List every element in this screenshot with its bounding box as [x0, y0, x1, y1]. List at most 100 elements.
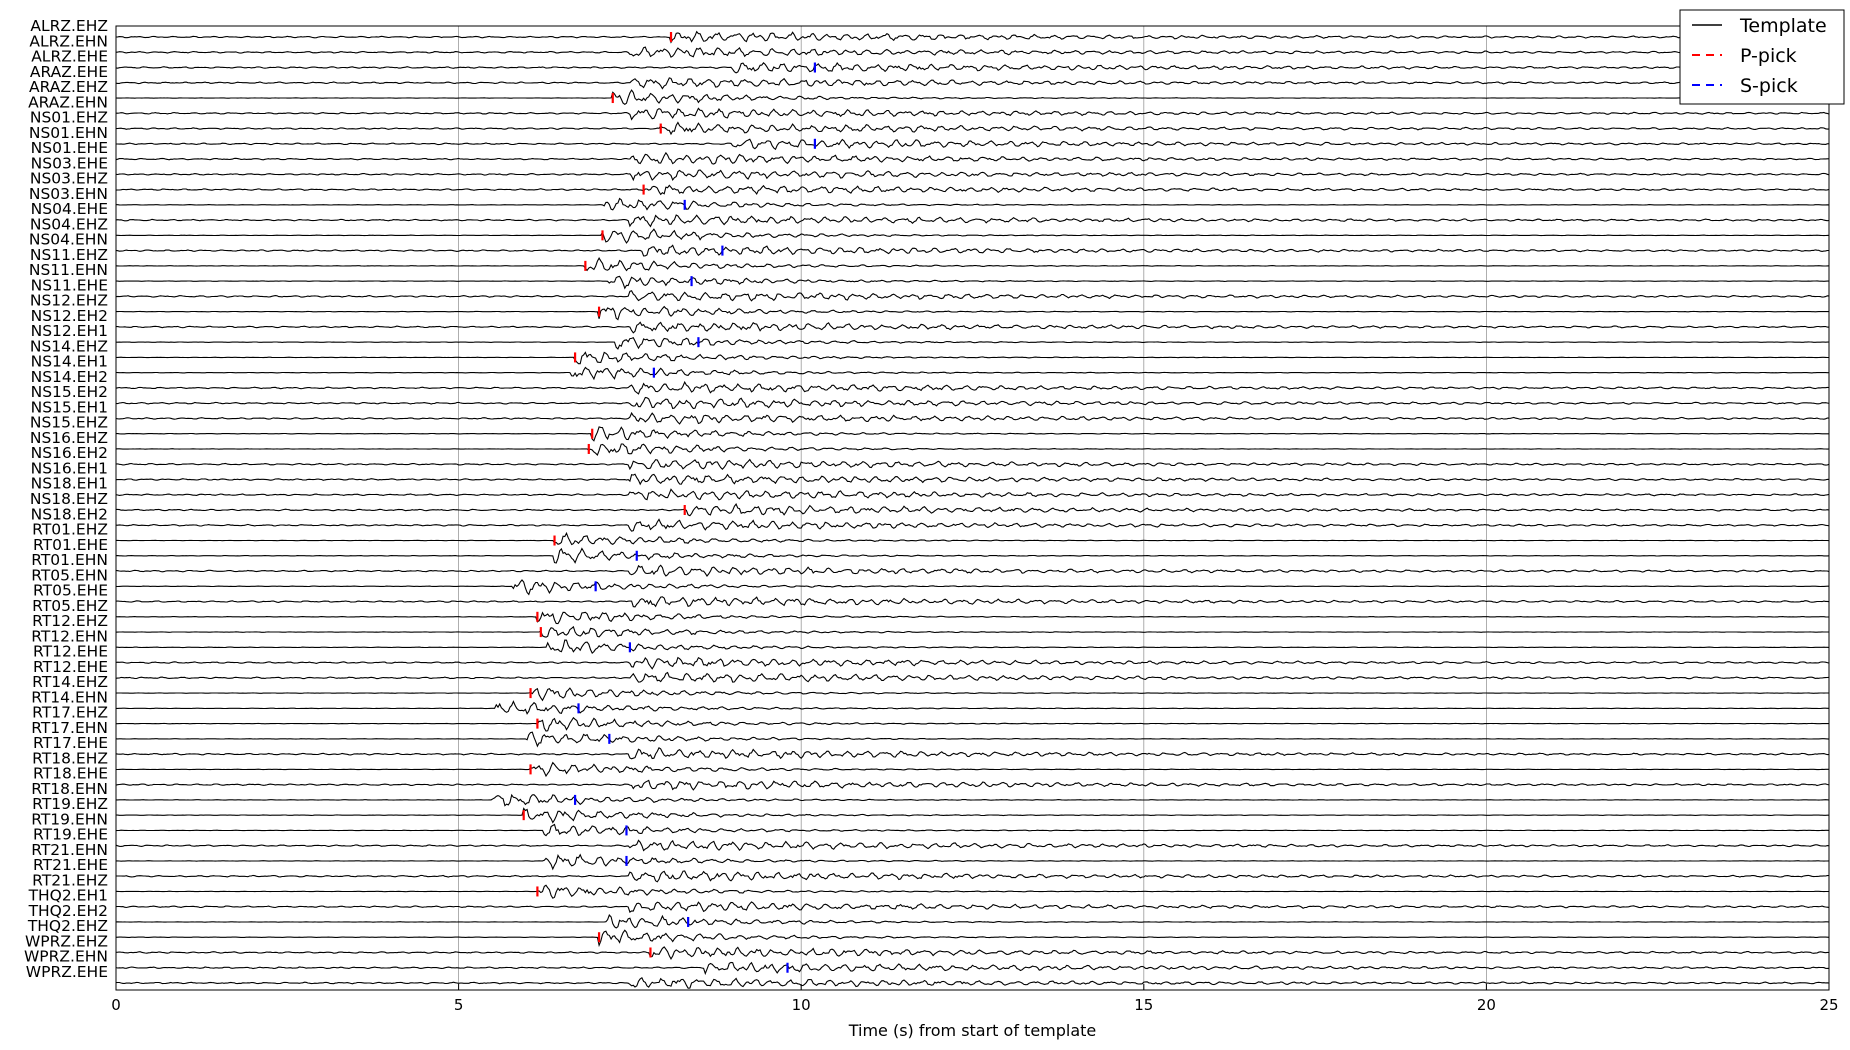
trace: [116, 700, 1829, 715]
channel-label: NS14.EHZ: [30, 337, 108, 355]
channel-label: NS04.EHE: [31, 200, 108, 218]
trace: [115, 46, 1830, 58]
channel-label: RT21.EHN: [31, 841, 108, 859]
channel-label: NS03.EHE: [31, 154, 108, 172]
trace: [116, 197, 1830, 211]
channel-label: NS11.EHN: [29, 261, 108, 279]
channel-label: RT14.EHZ: [32, 673, 108, 691]
channel-label: RT12.EHZ: [32, 612, 108, 630]
channel-label: NS12.EH2: [31, 307, 108, 325]
trace: [116, 426, 1829, 442]
trace: [116, 853, 1830, 871]
trace: [115, 169, 1830, 182]
channel-label: ALRZ.EHZ: [30, 17, 108, 35]
legend-template-label: Template: [1739, 15, 1827, 37]
trace: [115, 746, 1829, 760]
channel-label: RT18.EHE: [33, 765, 108, 783]
channel-label: NS04.EHN: [29, 231, 108, 249]
trace: [115, 823, 1830, 837]
trace: [116, 305, 1829, 321]
trace: [115, 564, 1830, 577]
x-tick-label: 10: [792, 996, 811, 1014]
pick-group: [522, 32, 817, 973]
channel-label: NS11.EHE: [31, 276, 108, 294]
channel-label: NS16.EH2: [31, 444, 108, 462]
trace: [115, 579, 1829, 596]
channel-label-group: ALRZ.EHZALRZ.EHNALRZ.EHEARAZ.EHEARAZ.EHZ…: [24, 17, 108, 981]
channel-label: RT12.EHN: [31, 627, 108, 645]
x-tick-label: 5: [454, 996, 464, 1014]
channel-label: RT12.EHE: [33, 658, 108, 676]
trace: [115, 458, 1830, 471]
trace: [116, 107, 1830, 121]
trace: [115, 961, 1830, 976]
channel-label: ARAZ.EHZ: [29, 78, 108, 96]
channel-label: NS03.EHN: [29, 185, 108, 203]
trace: [115, 290, 1830, 302]
channel-label: RT18.EHZ: [32, 749, 108, 767]
channel-label: NS16.EHZ: [30, 429, 108, 447]
trace: [115, 184, 1830, 196]
channel-label: WPRZ.EHN: [24, 948, 108, 966]
channel-label: RT21.EHZ: [32, 871, 108, 889]
channel-label: NS12.EHZ: [30, 292, 108, 310]
trace: [116, 336, 1830, 350]
channel-label: NS15.EHZ: [30, 414, 108, 432]
channel-label: RT19.EHZ: [32, 795, 108, 813]
plot-frame: [115, 25, 1830, 991]
trace: [116, 228, 1830, 244]
channel-label: NS18.EH1: [31, 475, 108, 493]
channel-label: WPRZ.EHE: [26, 963, 108, 981]
channel-label: ARAZ.EHN: [28, 93, 108, 111]
trace: [116, 503, 1830, 517]
trace: [116, 138, 1830, 151]
channel-label: RT18.EHN: [31, 780, 108, 798]
trace: [115, 443, 1830, 456]
channel-label: RT05.EHZ: [32, 597, 108, 615]
trace: [116, 518, 1830, 532]
channel-label: NS11.EHZ: [30, 246, 108, 264]
trace: [115, 731, 1830, 748]
channel-label: RT14.EHN: [31, 688, 108, 706]
channel-label: ARAZ.EHE: [30, 63, 108, 81]
trace: [115, 656, 1830, 670]
channel-label: RT01.EHE: [33, 536, 108, 554]
trace: [115, 214, 1830, 228]
channel-label: NS03.EHZ: [30, 170, 108, 188]
channel-label: RT05.EHE: [33, 582, 108, 600]
channel-label: NS14.EH1: [31, 353, 108, 371]
channel-label: THQ2.EH2: [28, 902, 108, 920]
trace: [115, 488, 1830, 501]
x-tick-label: 25: [1819, 996, 1838, 1014]
trace: [115, 976, 1830, 989]
channel-label: RT12.EHE: [33, 643, 108, 661]
trace: [115, 257, 1830, 272]
channel-label: RT17.EHN: [31, 719, 108, 737]
channel-label: THQ2.EHZ: [27, 917, 108, 935]
trace: [115, 411, 1830, 425]
channel-label: ALRZ.EHN: [29, 32, 108, 50]
trace: [115, 351, 1829, 365]
trace: [115, 121, 1829, 136]
trace: [116, 321, 1830, 334]
trace: [116, 716, 1829, 732]
channel-label: NS12.EH1: [31, 322, 108, 340]
legend-spick-label: S-pick: [1740, 75, 1798, 97]
channel-label: NS01.EHN: [29, 124, 108, 142]
trace: [115, 473, 1830, 486]
trace: [115, 625, 1829, 638]
x-axis: 0 5 10 15 20 25: [111, 984, 1839, 1014]
trace: [116, 639, 1830, 654]
trace: [115, 366, 1829, 381]
legend: Template P-pick S-pick: [1679, 9, 1845, 105]
trace: [115, 884, 1829, 899]
channel-label: NS18.EHZ: [30, 490, 108, 508]
trace: [115, 396, 1830, 410]
trace-group: [115, 30, 1830, 989]
trace: [115, 611, 1829, 625]
trace: [115, 30, 1830, 44]
trace: [116, 793, 1830, 807]
channel-label: RT21.EHE: [33, 856, 108, 874]
legend-ppick-label: P-pick: [1740, 45, 1797, 67]
